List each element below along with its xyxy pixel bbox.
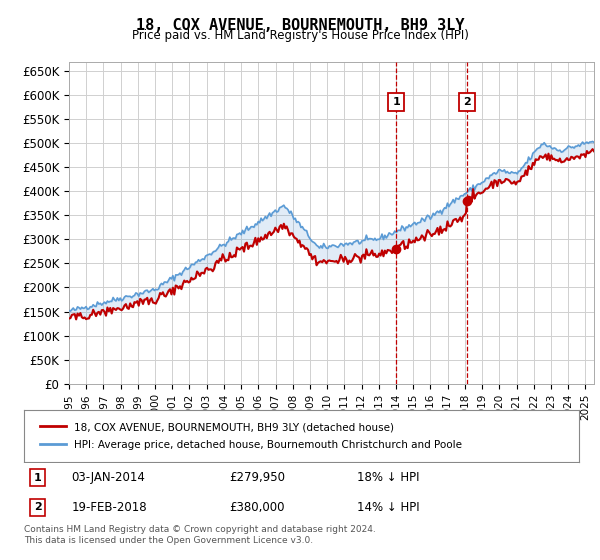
Text: £380,000: £380,000 [229, 501, 285, 514]
Text: Price paid vs. HM Land Registry's House Price Index (HPI): Price paid vs. HM Land Registry's House … [131, 29, 469, 42]
Text: 2: 2 [34, 502, 42, 512]
Text: 19-FEB-2018: 19-FEB-2018 [71, 501, 147, 514]
Legend: 18, COX AVENUE, BOURNEMOUTH, BH9 3LY (detached house), HPI: Average price, detac: 18, COX AVENUE, BOURNEMOUTH, BH9 3LY (de… [35, 417, 467, 455]
Text: 18, COX AVENUE, BOURNEMOUTH, BH9 3LY: 18, COX AVENUE, BOURNEMOUTH, BH9 3LY [136, 18, 464, 33]
Text: Contains HM Land Registry data © Crown copyright and database right 2024.
This d: Contains HM Land Registry data © Crown c… [24, 525, 376, 545]
Text: £279,950: £279,950 [229, 472, 286, 484]
Text: 1: 1 [392, 97, 400, 107]
Text: 18% ↓ HPI: 18% ↓ HPI [357, 472, 419, 484]
Text: 14% ↓ HPI: 14% ↓ HPI [357, 501, 419, 514]
Text: 2: 2 [463, 97, 471, 107]
Text: 1: 1 [34, 473, 42, 483]
Text: 03-JAN-2014: 03-JAN-2014 [71, 472, 145, 484]
